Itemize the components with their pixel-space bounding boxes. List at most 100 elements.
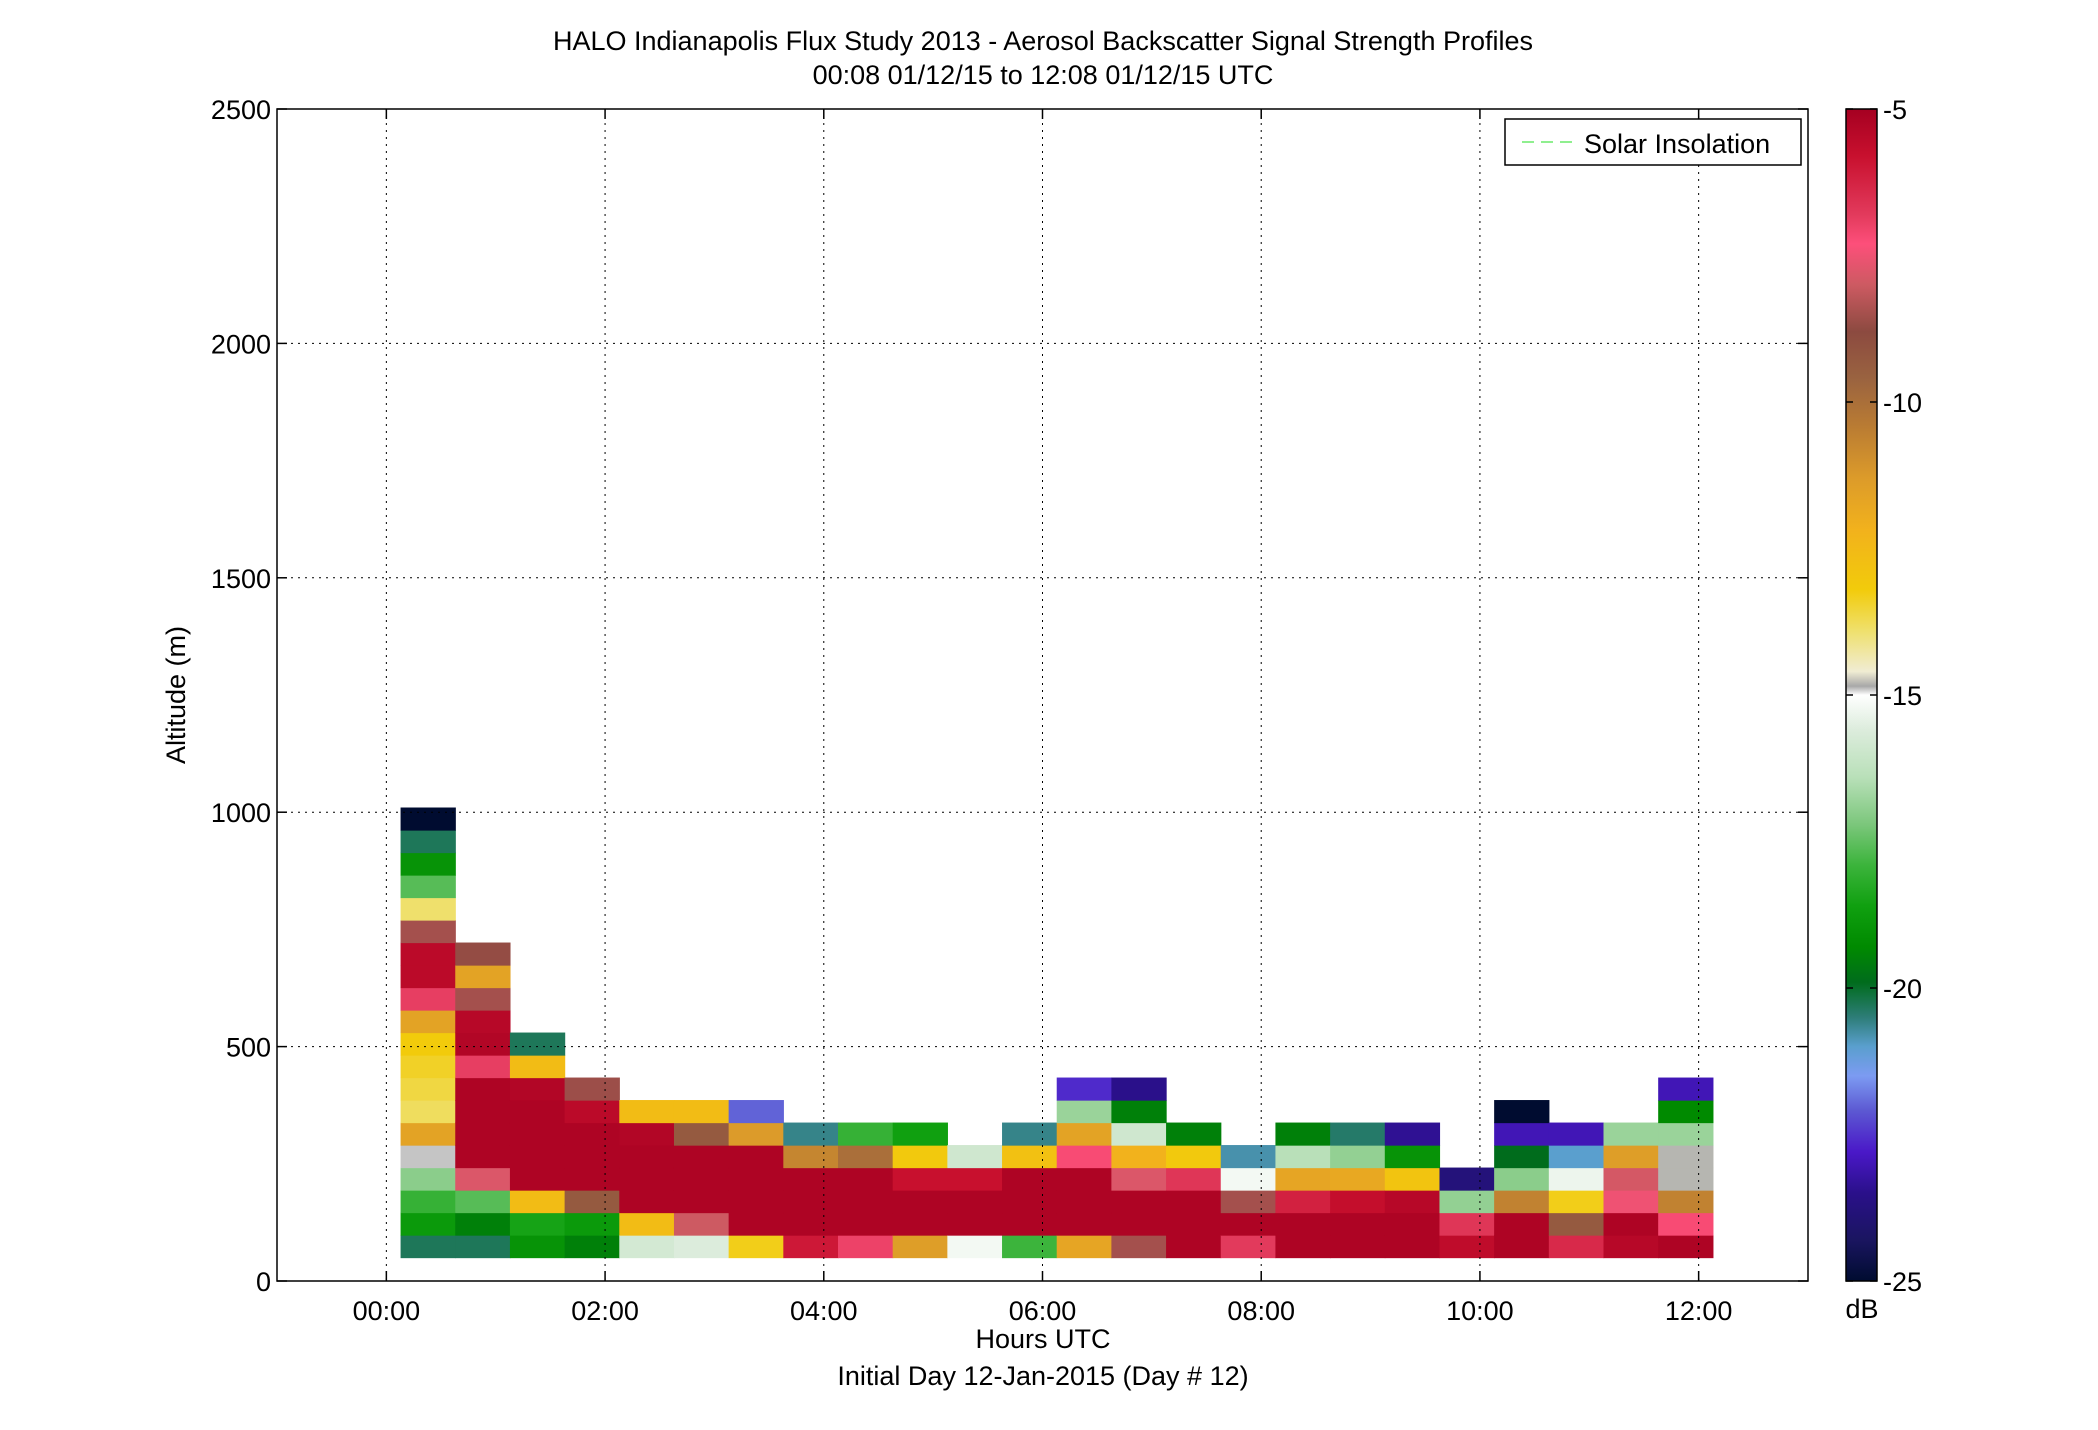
legend: Solar Insolation [1504, 118, 1802, 166]
heatmap-cell [673, 1100, 730, 1124]
heatmap-cell [619, 1212, 675, 1236]
heatmap-cell [400, 830, 456, 854]
heatmap-cell [1494, 1190, 1550, 1214]
heatmap-cell [1384, 1190, 1441, 1214]
heatmap-cell [838, 1235, 894, 1259]
heatmap-cell [1330, 1235, 1386, 1259]
heatmap-cell [1384, 1145, 1441, 1169]
y-axis-label: Altitude (m) [161, 626, 191, 764]
heatmap-cell [1548, 1145, 1605, 1169]
heatmap-cell [1166, 1145, 1222, 1169]
heatmap-cell [455, 965, 511, 989]
axis-ticks: 00:00 02:00 04:00 06:00 08:00 10:00 12:00 0 500 1… [211, 95, 1808, 1326]
heatmap-cell [1056, 1190, 1112, 1214]
heatmap-cell [400, 807, 456, 831]
heatmap-cell [619, 1235, 675, 1259]
y-tick-label: 0 [256, 1267, 271, 1297]
heatmap-cell [947, 1145, 1003, 1169]
heatmap-cell [1658, 1190, 1714, 1214]
heatmap-cell [400, 1145, 456, 1169]
heatmap-cell [1330, 1212, 1386, 1236]
heatmap-cell [728, 1100, 784, 1124]
heatmap-cell [509, 1032, 566, 1056]
heatmap-cell [509, 1077, 566, 1101]
heatmap-cell [892, 1122, 948, 1146]
heatmap-cell [1275, 1190, 1331, 1214]
x-tick-label: 12:00 [1665, 1296, 1733, 1326]
heatmap-cell [1494, 1167, 1550, 1191]
heatmap-cell [1111, 1235, 1167, 1259]
heatmap-cell [1439, 1235, 1495, 1259]
heatmap-cell [1111, 1190, 1167, 1214]
heatmap-cell [728, 1212, 784, 1236]
heatmap-cell [455, 987, 511, 1011]
heatmap-cell [1494, 1145, 1550, 1169]
heatmap-cell [455, 1010, 511, 1034]
heatmap-cell [892, 1235, 948, 1259]
x-tick-label: 08:00 [1227, 1296, 1295, 1326]
heatmap-cell [1494, 1212, 1550, 1236]
heatmap-cell [400, 1122, 456, 1146]
colorbar: -5 -10 -15 -20 -25 dB [1845, 95, 1922, 1324]
heatmap-cell [728, 1122, 784, 1146]
x-tick-label: 10:00 [1446, 1296, 1514, 1326]
heatmap-cell [1658, 1235, 1714, 1259]
heatmap-cell [564, 1100, 620, 1124]
heatmap-cell [1111, 1145, 1167, 1169]
heatmap-cell [838, 1190, 894, 1214]
heatmap-cell [892, 1190, 948, 1214]
heatmap-cell [1384, 1212, 1441, 1236]
heatmap-cell [1111, 1077, 1167, 1101]
heatmap-cell [673, 1122, 730, 1146]
heatmap-cell [455, 1077, 511, 1101]
heatmap-cell [509, 1122, 566, 1146]
heatmap-cell [1056, 1235, 1112, 1259]
heatmap-cell [400, 1010, 456, 1034]
heatmap-cell [1603, 1212, 1659, 1236]
heatmap-cell [1548, 1190, 1605, 1214]
colorbar-tick-label: -25 [1883, 1267, 1922, 1297]
legend-label-solar-insolation: Solar Insolation [1584, 129, 1770, 159]
heatmap-cell [783, 1212, 839, 1236]
heatmap-cell [1166, 1190, 1222, 1214]
heatmap-cell [1658, 1122, 1714, 1146]
heatmap-cell [947, 1167, 1003, 1191]
heatmap-cell [1056, 1077, 1112, 1101]
x-tick-label: 02:00 [571, 1296, 639, 1326]
heatmap-cell [509, 1190, 566, 1214]
heatmap-cell [1603, 1122, 1659, 1146]
heatmap-cell [400, 852, 456, 876]
heatmap-cell [1603, 1235, 1659, 1259]
heatmap-cell [1658, 1077, 1714, 1101]
heatmap-cell [455, 1100, 511, 1124]
heatmap-cell [783, 1145, 839, 1169]
x-tick-label: 04:00 [790, 1296, 858, 1326]
heatmap-cell [1002, 1167, 1058, 1191]
heatmap-cell [1166, 1235, 1222, 1259]
heatmap-cell [564, 1190, 620, 1214]
heatmap-cell [1548, 1235, 1605, 1259]
heatmap-cell [564, 1212, 620, 1236]
heatmap-cell [400, 1212, 456, 1236]
heatmap-cell [673, 1212, 730, 1236]
y-tick-label: 1500 [211, 564, 271, 594]
heatmap-cell [947, 1190, 1003, 1214]
heatmap-cell [1002, 1212, 1058, 1236]
heatmap-cell [1384, 1167, 1441, 1191]
legend-box [1504, 118, 1802, 166]
heatmap-cell [892, 1212, 948, 1236]
heatmap-cell [1384, 1122, 1441, 1146]
heatmap-cell [838, 1122, 894, 1146]
heatmap-cell [673, 1145, 730, 1169]
heatmap-cell [1548, 1122, 1605, 1146]
heatmap-cell [509, 1055, 566, 1079]
heatmap-cell [892, 1145, 948, 1169]
y-tick-label: 1000 [211, 798, 271, 828]
heatmap-cell [1166, 1167, 1222, 1191]
x-tick-label: 00:00 [353, 1296, 421, 1326]
heatmap-cell [564, 1167, 620, 1191]
heatmap-cell [400, 920, 456, 944]
heatmap-cell [1275, 1145, 1331, 1169]
heatmap-cell [1275, 1212, 1331, 1236]
chart-subtitle: 00:08 01/12/15 to 12:08 01/12/15 UTC [813, 60, 1274, 90]
